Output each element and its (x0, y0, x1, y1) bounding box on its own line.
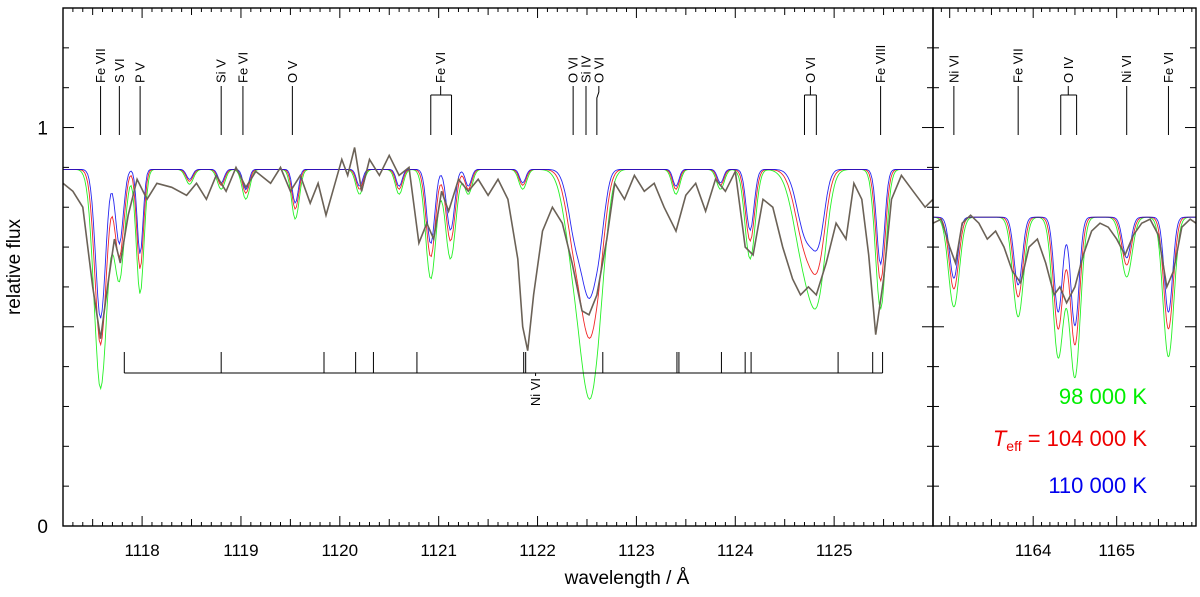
model-spectrum-left-0 (63, 168, 933, 400)
observed-spectrum-right (932, 214, 1197, 305)
ion-mark-left-4: Fe VI (235, 52, 250, 135)
legend-item-1: Teff = 104 000 K (993, 426, 1147, 454)
x-tick-label: 1119 (223, 541, 258, 560)
ion-mark-right-2: O IV (1060, 57, 1078, 135)
ion-label: Fe VII (1011, 48, 1026, 83)
ion-mark-left-5: O V (285, 60, 300, 135)
ion-label: S VI (112, 58, 127, 83)
ion-label: O VI (803, 57, 818, 83)
x-tick-label: 1120 (322, 541, 359, 560)
ion-mark-left-6: Fe VI (430, 52, 453, 135)
legend-symbol: T (993, 426, 1008, 451)
ion-mark-left-3: Si V (214, 59, 229, 135)
ion-label: O VI (591, 57, 606, 83)
ion-label: Ni VI (946, 55, 961, 83)
x-axis-label: wavelength / Å (564, 568, 690, 589)
ion-mark-left-2: P V (133, 62, 148, 135)
ion-label: Fe VI (235, 52, 250, 83)
ion-mark-line (596, 86, 600, 135)
x-tick-label: 1125 (816, 541, 853, 560)
ion-label: Si V (214, 59, 229, 83)
ion-mark-left-1: S VI (112, 58, 127, 135)
model-spectrum-left-1 (63, 168, 933, 347)
model-spectra (63, 168, 1196, 400)
x-tick-label: 1118 (124, 541, 159, 560)
x-tick-label: 1165 (1098, 541, 1135, 560)
ion-mark-left-10: O VI (803, 57, 818, 135)
legend-item-0: 98 000 K (1059, 384, 1147, 409)
x-tick-label: 1124 (717, 541, 754, 560)
ion-label: Ni VI (1119, 55, 1134, 83)
ion-label: O V (285, 60, 300, 83)
x-tick-label: 1121 (420, 541, 457, 560)
ion-mark-left-8: Si IV (578, 55, 593, 135)
legend: 98 000 K Teff = 104 000 K 110 000 K (993, 384, 1147, 498)
ion-label: Fe VI (433, 52, 448, 83)
ni-vi-bracket: Ni VI (123, 352, 884, 406)
model-spectrum-left-2 (63, 168, 933, 319)
ion-label: Si IV (578, 55, 593, 83)
observed-spectra (62, 147, 1197, 351)
ion-mark-right-4: Fe VI (1161, 52, 1176, 135)
x-tick-label: 1164 (1015, 541, 1052, 560)
ion-mark-left-7: O VI (566, 57, 581, 135)
ni-bracket-label: Ni VI (528, 378, 543, 406)
ion-mark-left-9: O VI (591, 57, 606, 135)
ion-label: Fe VIII (873, 45, 888, 83)
ion-mark-left-0: Fe VII (93, 48, 108, 135)
ion-label: O IV (1061, 57, 1076, 83)
legend-value: = 104 000 K (1022, 426, 1148, 451)
ion-mark-right-1: Fe VII (1011, 48, 1026, 135)
legend-subscript: eff (1006, 438, 1021, 454)
ion-label: Fe VI (1161, 52, 1176, 83)
ion-label: Fe VII (93, 48, 108, 83)
axes: 1118 1119 1120 1121 1122 1123 1124 1125 1164 1165… (37, 7, 1197, 560)
x-tick-label: 1123 (618, 541, 655, 560)
model-spectrum-right-2 (933, 216, 1196, 327)
ion-mark-left-11: Fe VIII (873, 45, 888, 135)
plot-frame-right (932, 7, 1197, 527)
y-tick-label: 1 (37, 119, 48, 140)
ion-label: O VI (566, 57, 581, 83)
plot-frame-left (62, 7, 934, 527)
y-axis-label: relative flux (4, 218, 25, 315)
y-tick-label: 0 (37, 517, 48, 538)
legend-item-2: 110 000 K (1048, 473, 1147, 498)
ion-mark-right-0: Ni VI (946, 55, 961, 135)
x-tick-label: 1122 (519, 541, 556, 560)
model-spectrum-right-1 (933, 216, 1196, 346)
ion-label: P V (133, 62, 148, 83)
observed-spectrum-left (62, 147, 934, 351)
ion-mark-right-3: Ni VI (1119, 55, 1134, 135)
